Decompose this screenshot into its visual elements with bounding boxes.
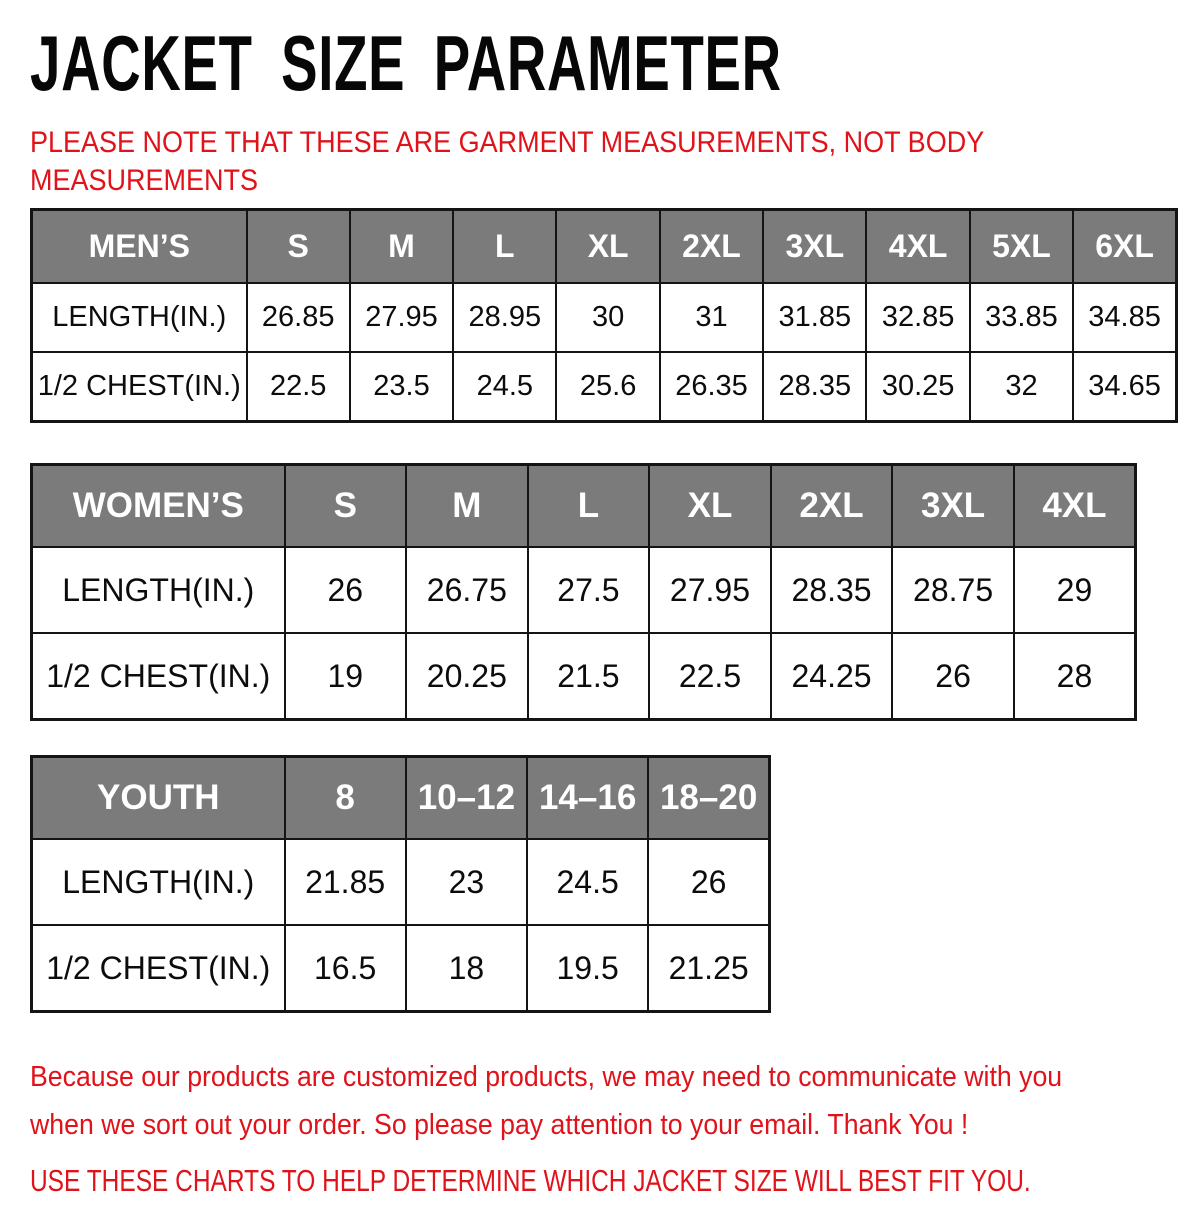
table-cell: 18	[404, 924, 529, 1013]
womens-length-row: LENGTH(IN.) 26 26.75 27.5 27.95 28.35 28…	[30, 546, 1137, 634]
mens-size-4xl: 4XL	[865, 208, 971, 284]
mens-size-l: L	[452, 208, 558, 284]
table-cell: 22.5	[648, 632, 772, 721]
womens-chest-row: 1/2 CHEST(IN.) 19 20.25 21.5 22.5 24.25 …	[30, 632, 1137, 721]
table-cell: 20.25	[405, 632, 529, 721]
womens-size-m: M	[405, 463, 529, 548]
womens-size-table: WOMEN’S S M L XL 2XL 3XL 4XL LENGTH(IN.)…	[30, 463, 1137, 721]
table-cell: 33.85	[968, 282, 1075, 353]
mens-size-2xl: 2XL	[658, 208, 765, 284]
youth-chest-label: 1/2 CHEST(IN.)	[30, 924, 286, 1013]
footer-line-2: when we sort out your order. So please p…	[30, 1109, 969, 1141]
table-cell: 30.25	[865, 351, 971, 423]
table-cell: 29	[1012, 546, 1137, 634]
mens-size-5xl: 5XL	[968, 208, 1075, 284]
table-cell: 28	[1012, 632, 1137, 721]
table-cell: 28.35	[769, 546, 894, 634]
table-cell: 32.85	[865, 282, 971, 353]
table-cell: 19.5	[525, 924, 650, 1013]
table-cell: 26.75	[405, 546, 529, 634]
mens-size-6xl: 6XL	[1072, 208, 1178, 284]
table-cell: 26	[647, 838, 771, 926]
womens-size-3xl: 3XL	[891, 463, 1015, 548]
note-line-2: MEASUREMENTS	[30, 164, 259, 197]
youth-length-row: LENGTH(IN.) 21.85 23 24.5 26	[30, 838, 771, 926]
table-cell: 26.85	[245, 282, 351, 353]
table-cell: 31	[658, 282, 765, 353]
mens-chest-label: 1/2 CHEST(IN.)	[30, 351, 248, 423]
youth-header-row: YOUTH 8 10–12 14–16 18–20	[30, 755, 771, 840]
youth-size-8: 8	[283, 755, 407, 840]
womens-header-row: WOMEN’S S M L XL 2XL 3XL 4XL	[30, 463, 1137, 548]
table-cell: 32	[968, 351, 1075, 423]
table-cell: 27.95	[348, 282, 455, 353]
table-cell: 23	[404, 838, 529, 926]
mens-size-3xl: 3XL	[762, 208, 868, 284]
table-cell: 16.5	[283, 924, 407, 1013]
womens-chest-label: 1/2 CHEST(IN.)	[30, 632, 286, 721]
mens-size-table: MEN’S S M L XL 2XL 3XL 4XL 5XL 6XL LENGT…	[30, 208, 1178, 423]
table-cell: 26.35	[658, 351, 765, 423]
mens-chest-row: 1/2 CHEST(IN.) 22.5 23.5 24.5 25.6 26.35…	[30, 351, 1178, 423]
mens-size-xl: XL	[555, 208, 661, 284]
table-cell: 26	[891, 632, 1015, 721]
note-line-1: PLEASE NOTE THAT THESE ARE GARMENT MEASU…	[30, 126, 985, 159]
footer-line-1: Because our products are customized prod…	[30, 1061, 1063, 1093]
table-cell: 24.25	[769, 632, 894, 721]
youth-chest-row: 1/2 CHEST(IN.) 16.5 18 19.5 21.25	[30, 924, 771, 1013]
mens-length-row: LENGTH(IN.) 26.85 27.95 28.95 30 31 31.8…	[30, 282, 1178, 353]
table-cell: 27.5	[526, 546, 651, 634]
page-title: JACKET SIZE PARAMETER	[30, 19, 782, 107]
table-cell: 30	[555, 282, 661, 353]
table-cell: 22.5	[245, 351, 351, 423]
mens-size-s: S	[245, 208, 351, 284]
womens-size-s: S	[283, 463, 408, 548]
garment-measurement-note: PLEASE NOTE THAT THESE ARE GARMENT MEASU…	[30, 124, 1200, 200]
mens-length-label: LENGTH(IN.)	[30, 282, 248, 353]
table-cell: 28.35	[762, 351, 868, 423]
womens-size-l: L	[526, 463, 651, 548]
womens-size-xl: XL	[648, 463, 772, 548]
table-cell: 28.75	[891, 546, 1015, 634]
table-cell: 25.6	[555, 351, 661, 423]
table-cell: 27.95	[648, 546, 772, 634]
table-cell: 26	[283, 546, 408, 634]
table-cell: 24.5	[452, 351, 558, 423]
table-cell: 24.5	[525, 838, 650, 926]
youth-size-14-16: 14–16	[525, 755, 650, 840]
table-cell: 21.25	[647, 924, 771, 1013]
chart-usage-advice: USE THESE CHARTS TO HELP DETERMINE WHICH…	[30, 1163, 1031, 1198]
youth-length-label: LENGTH(IN.)	[30, 838, 286, 926]
mens-header-row: MEN’S S M L XL 2XL 3XL 4XL 5XL 6XL	[30, 208, 1178, 284]
youth-table-title: YOUTH	[30, 755, 286, 840]
table-cell: 23.5	[348, 351, 455, 423]
table-cell: 31.85	[762, 282, 868, 353]
mens-table-title: MEN’S	[30, 208, 248, 284]
size-chart-page: JACKET SIZE PARAMETER PLEASE NOTE THAT T…	[0, 24, 1200, 1201]
womens-size-4xl: 4XL	[1012, 463, 1137, 548]
youth-size-18-20: 18–20	[647, 755, 771, 840]
womens-table-title: WOMEN’S	[30, 463, 286, 548]
youth-size-table: YOUTH 8 10–12 14–16 18–20 LENGTH(IN.) 21…	[30, 755, 771, 1013]
table-cell: 21.85	[283, 838, 407, 926]
table-cell: 28.95	[452, 282, 558, 353]
youth-size-10-12: 10–12	[404, 755, 529, 840]
table-cell: 19	[283, 632, 408, 721]
customization-notice: Because our products are customized prod…	[30, 1053, 1200, 1149]
table-cell: 34.65	[1072, 351, 1178, 423]
table-cell: 21.5	[526, 632, 651, 721]
table-cell: 34.85	[1072, 282, 1178, 353]
womens-length-label: LENGTH(IN.)	[30, 546, 286, 634]
womens-size-2xl: 2XL	[769, 463, 894, 548]
mens-size-m: M	[348, 208, 455, 284]
